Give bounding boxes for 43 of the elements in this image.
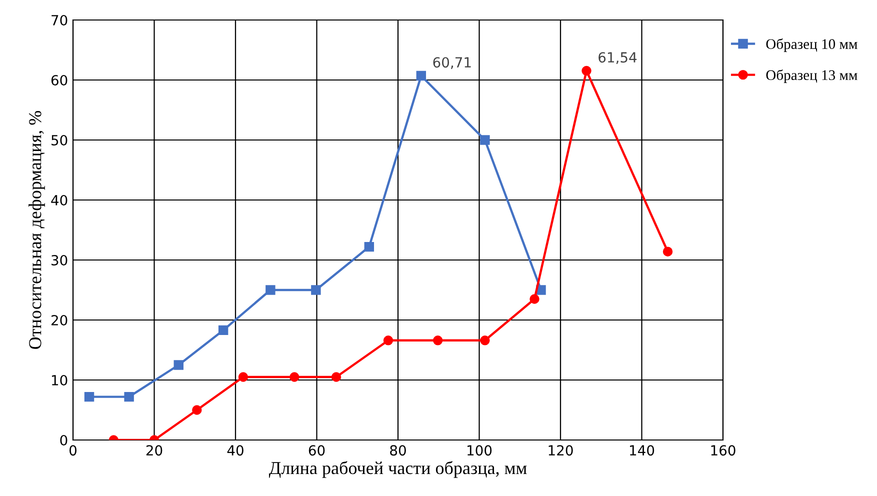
point [364,242,374,252]
point [238,372,248,382]
x-tick-label: 140 [630,445,654,456]
annotation: 60,71 [433,57,471,70]
point [536,285,546,295]
point [290,372,300,382]
point [432,336,443,346]
annotation: 61,54 [598,52,637,64]
point [218,325,228,336]
x-tick-label: 100 [468,445,492,456]
point [480,336,490,346]
x-tick-label: 20 [146,445,162,456]
point [416,70,426,81]
x-tick-label: 0 [69,445,76,456]
point [662,246,673,256]
y-tick-label: 50 [52,134,68,146]
y-tick-label: 40 [51,194,68,206]
point [174,360,184,370]
x-tick-label: 80 [390,445,406,456]
y-axis-title: Относительная деформация, % [28,110,45,349]
y-tick-label: 60 [51,74,68,86]
legend-label: Образец 13 мм [766,69,858,84]
point [383,336,394,346]
point [480,135,490,145]
y-tick-label: 70 [52,14,68,26]
y-tick-label: 10 [52,374,68,386]
point [192,405,202,415]
x-tick-label: 160 [711,445,736,456]
x-tick-label: 40 [227,445,244,456]
point [530,294,540,304]
y-tick-label: 0 [60,434,68,446]
legend-label: Образец 10 мм [766,38,858,52]
point [124,392,134,402]
y-tick-label: 20 [51,314,68,326]
point [582,66,592,76]
x-tick-label: 60 [308,445,325,456]
y-tick-label: 30 [52,254,68,266]
x-tick-label: 120 [548,445,573,456]
point [266,285,276,295]
x-axis-title: Длина рабочей части образца, мм [268,461,527,478]
point [311,285,321,295]
point [331,372,342,382]
point [84,392,94,402]
